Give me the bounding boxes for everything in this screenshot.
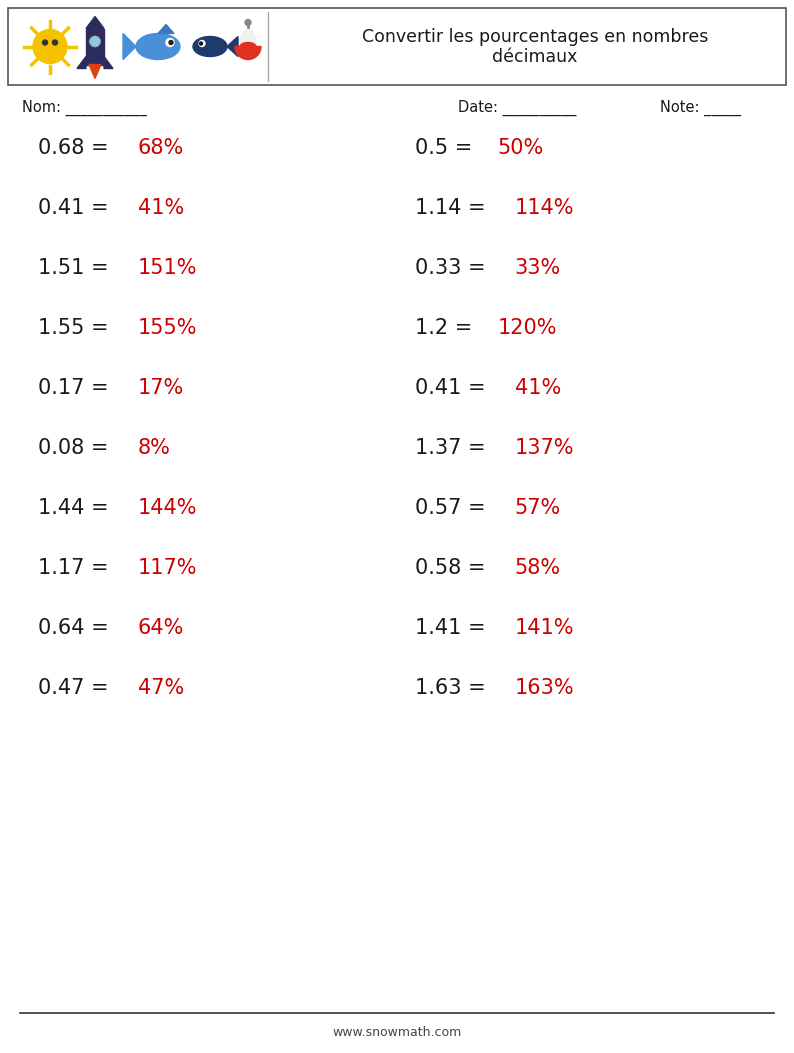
Text: 58%: 58%: [515, 558, 561, 578]
Text: 155%: 155%: [137, 318, 197, 338]
Polygon shape: [86, 28, 104, 64]
Circle shape: [199, 42, 202, 45]
Text: 1.44 =: 1.44 =: [38, 498, 115, 518]
Text: 41%: 41%: [515, 378, 561, 398]
Circle shape: [199, 40, 205, 46]
Ellipse shape: [240, 42, 256, 51]
Text: 141%: 141%: [515, 618, 574, 638]
Text: 1.51 =: 1.51 =: [38, 258, 115, 278]
Text: Nom: ___________: Nom: ___________: [22, 100, 147, 116]
Text: Convertir les pourcentages en nombres
décimaux: Convertir les pourcentages en nombres dé…: [362, 27, 708, 66]
Polygon shape: [104, 57, 113, 68]
Polygon shape: [89, 64, 101, 79]
Text: 0.33 =: 0.33 =: [415, 258, 492, 278]
Text: 0.58 =: 0.58 =: [415, 558, 492, 578]
Text: 50%: 50%: [498, 138, 544, 158]
Text: Note: _____: Note: _____: [660, 100, 741, 116]
Polygon shape: [77, 57, 86, 68]
Text: 68%: 68%: [137, 138, 184, 158]
Ellipse shape: [193, 37, 227, 57]
Text: 33%: 33%: [515, 258, 561, 278]
Text: 1.63 =: 1.63 =: [415, 678, 492, 698]
Text: 1.37 =: 1.37 =: [415, 438, 492, 458]
Text: 163%: 163%: [515, 678, 575, 698]
Wedge shape: [235, 46, 261, 60]
Circle shape: [52, 40, 57, 45]
Text: 151%: 151%: [137, 258, 197, 278]
Text: 114%: 114%: [515, 198, 574, 218]
Text: Date: __________: Date: __________: [458, 100, 576, 116]
Text: 0.41 =: 0.41 =: [415, 378, 492, 398]
Circle shape: [33, 29, 67, 63]
Text: 0.47 =: 0.47 =: [38, 678, 115, 698]
Text: 41%: 41%: [137, 198, 184, 218]
Text: 1.55 =: 1.55 =: [38, 318, 115, 338]
Text: 57%: 57%: [515, 498, 561, 518]
Text: 1.41 =: 1.41 =: [415, 618, 492, 638]
Text: 0.5 =: 0.5 =: [415, 138, 479, 158]
Text: www.snowmath.com: www.snowmath.com: [333, 1027, 461, 1039]
Circle shape: [169, 40, 173, 44]
Circle shape: [245, 20, 251, 25]
Text: 64%: 64%: [138, 618, 184, 638]
Polygon shape: [123, 34, 136, 60]
FancyBboxPatch shape: [8, 8, 786, 85]
Text: 0.64 =: 0.64 =: [38, 618, 115, 638]
Text: 0.17 =: 0.17 =: [38, 378, 115, 398]
Ellipse shape: [136, 34, 180, 60]
Text: 47%: 47%: [137, 678, 184, 698]
Text: 1.14 =: 1.14 =: [415, 198, 492, 218]
Text: 117%: 117%: [137, 558, 197, 578]
Circle shape: [90, 37, 100, 46]
Text: 0.41 =: 0.41 =: [38, 198, 115, 218]
Text: 120%: 120%: [498, 318, 557, 338]
Text: 137%: 137%: [515, 438, 574, 458]
Text: 1.2 =: 1.2 =: [415, 318, 479, 338]
Ellipse shape: [240, 29, 256, 56]
Circle shape: [43, 40, 48, 45]
Text: 8%: 8%: [137, 438, 171, 458]
Polygon shape: [158, 24, 174, 34]
Text: 144%: 144%: [137, 498, 197, 518]
Text: 0.68 =: 0.68 =: [38, 138, 115, 158]
Polygon shape: [86, 17, 104, 28]
Text: 17%: 17%: [137, 378, 184, 398]
Text: 0.08 =: 0.08 =: [38, 438, 115, 458]
Circle shape: [166, 39, 174, 46]
Text: 1.17 =: 1.17 =: [38, 558, 115, 578]
Text: 0.57 =: 0.57 =: [415, 498, 492, 518]
Polygon shape: [227, 37, 238, 57]
